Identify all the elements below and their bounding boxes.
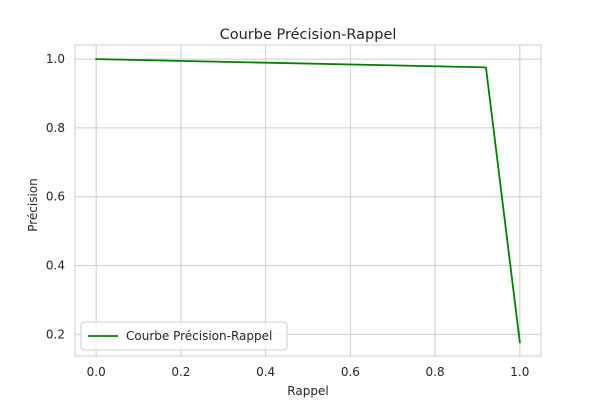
y-axis-label: Précision	[26, 178, 40, 232]
y-tick-label: 0.4	[46, 259, 65, 273]
series-layer	[95, 58, 521, 344]
y-tick-label: 0.2	[46, 327, 65, 341]
y-tick-label: 0.6	[46, 190, 65, 204]
legend-label: Courbe Précision-Rappel	[126, 329, 272, 343]
x-tick-label: 1.0	[510, 365, 529, 379]
legend-frame	[80, 321, 288, 351]
x-tick-label: 0.8	[426, 365, 445, 379]
y-tick-label: 1.0	[46, 52, 65, 66]
chart-title: Courbe Précision-Rappel	[220, 27, 397, 43]
y-axis-ticks: 0.2 0.4 0.6 0.8 1.0	[46, 52, 65, 341]
grid	[75, 45, 541, 356]
series-line	[95, 58, 521, 344]
x-tick-label: 0.2	[171, 365, 190, 379]
x-tick-label: 0.4	[256, 365, 275, 379]
legend: Courbe Précision-Rappel	[80, 321, 288, 351]
x-tick-label: 0.0	[87, 365, 106, 379]
plot-area-frame	[74, 44, 542, 357]
y-tick-label: 0.8	[46, 121, 65, 135]
x-axis-ticks: 0.0 0.2 0.4 0.6 0.8 1.0	[87, 365, 530, 379]
x-tick-label: 0.6	[341, 365, 360, 379]
x-axis-label: Rappel	[287, 384, 328, 398]
